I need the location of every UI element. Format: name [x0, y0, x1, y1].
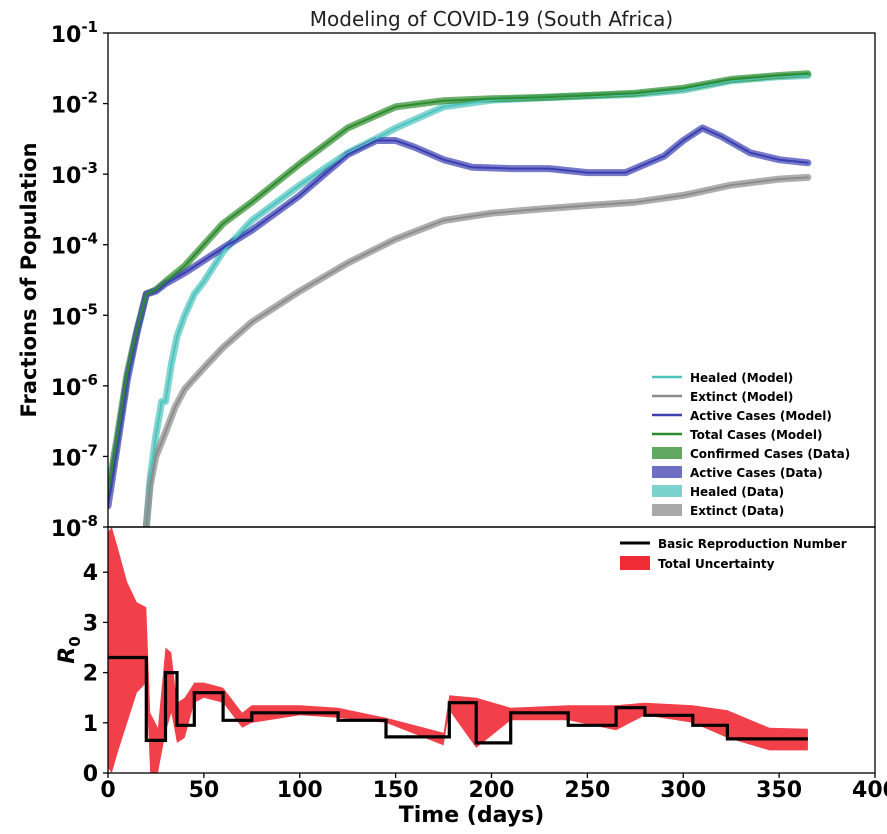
- top-y-axis-label: Fractions of Population: [17, 142, 41, 417]
- top-panel-plot-area: [108, 70, 812, 527]
- legend-swatch-active-cases-data: [652, 466, 682, 478]
- top-y-tick-label: 10-7: [51, 441, 98, 471]
- top-y-tick-label: 10-3: [51, 159, 98, 189]
- x-axis-label: Time (days): [399, 803, 545, 828]
- series-line-total-cases-model: [108, 72, 809, 495]
- legend-swatch-confirmed-cases-data: [652, 447, 682, 459]
- legend-label-total-uncertainty: Total Uncertainty: [658, 557, 775, 571]
- top-legend: Healed (Model) Extinct (Model) Active Case…: [652, 371, 850, 518]
- legend-label-active-cases-model: Active Cases (Model): [690, 409, 832, 423]
- top-y-tick-label: 10-6: [51, 371, 98, 401]
- legend-label-confirmed-cases-data: Confirmed Cases (Data): [690, 447, 850, 461]
- legend-label-active-cases-data: Active Cases (Data): [690, 466, 823, 480]
- x-tick-label: 350: [756, 778, 802, 803]
- bottom-legend: Basic Reproduction Number Total Uncertain…: [620, 537, 847, 571]
- legend-label-healed-model: Healed (Model): [690, 371, 793, 385]
- bottom-y-tick-label: 0: [83, 762, 98, 787]
- x-tick-label: 150: [373, 778, 419, 803]
- top-y-tick-label: 10-1: [51, 18, 98, 48]
- bottom-y-tick-label: 3: [83, 611, 98, 636]
- top-y-tick-label: 10-5: [51, 300, 98, 330]
- x-tick-label: 400: [852, 778, 887, 803]
- top-y-tick-label: 10-8: [51, 512, 98, 542]
- x-tick-label: 50: [189, 778, 220, 803]
- bottom-y-tick-label: 1: [83, 712, 98, 737]
- series-line-extinct-model: [145, 176, 809, 527]
- top-y-tick-label: 10-4: [51, 230, 98, 260]
- bottom-panel-plot-area: [108, 527, 808, 773]
- x-tick-label: 300: [660, 778, 706, 803]
- top-panel-title: Modeling of COVID-19 (South Africa): [310, 7, 673, 31]
- r0-step-line: [108, 655, 808, 745]
- top-y-tick-label: 10-2: [51, 89, 98, 119]
- legend-label-basic-reproduction-number: Basic Reproduction Number: [658, 537, 847, 551]
- legend-label-extinct-data: Extinct (Data): [690, 504, 784, 518]
- series-line-healed-model: [145, 74, 809, 527]
- legend-swatch-total-uncertainty: [620, 556, 650, 570]
- legend-label-extinct-model: Extinct (Model): [690, 390, 793, 404]
- bottom-y-tick-label: 2: [83, 662, 98, 687]
- legend-swatch-healed-data: [652, 485, 682, 497]
- x-tick-label: 100: [277, 778, 323, 803]
- x-tick-label: 250: [564, 778, 610, 803]
- x-tick-label: 0: [100, 778, 115, 803]
- bottom-y-axis-label: R0: [55, 636, 84, 663]
- x-tick-label: 200: [469, 778, 515, 803]
- bottom-y-tick-label: 4: [83, 561, 98, 586]
- legend-swatch-extinct-data: [652, 504, 682, 516]
- legend-label-total-cases-model: Total Cases (Model): [690, 428, 822, 442]
- legend-label-healed-data: Healed (Data): [690, 485, 784, 499]
